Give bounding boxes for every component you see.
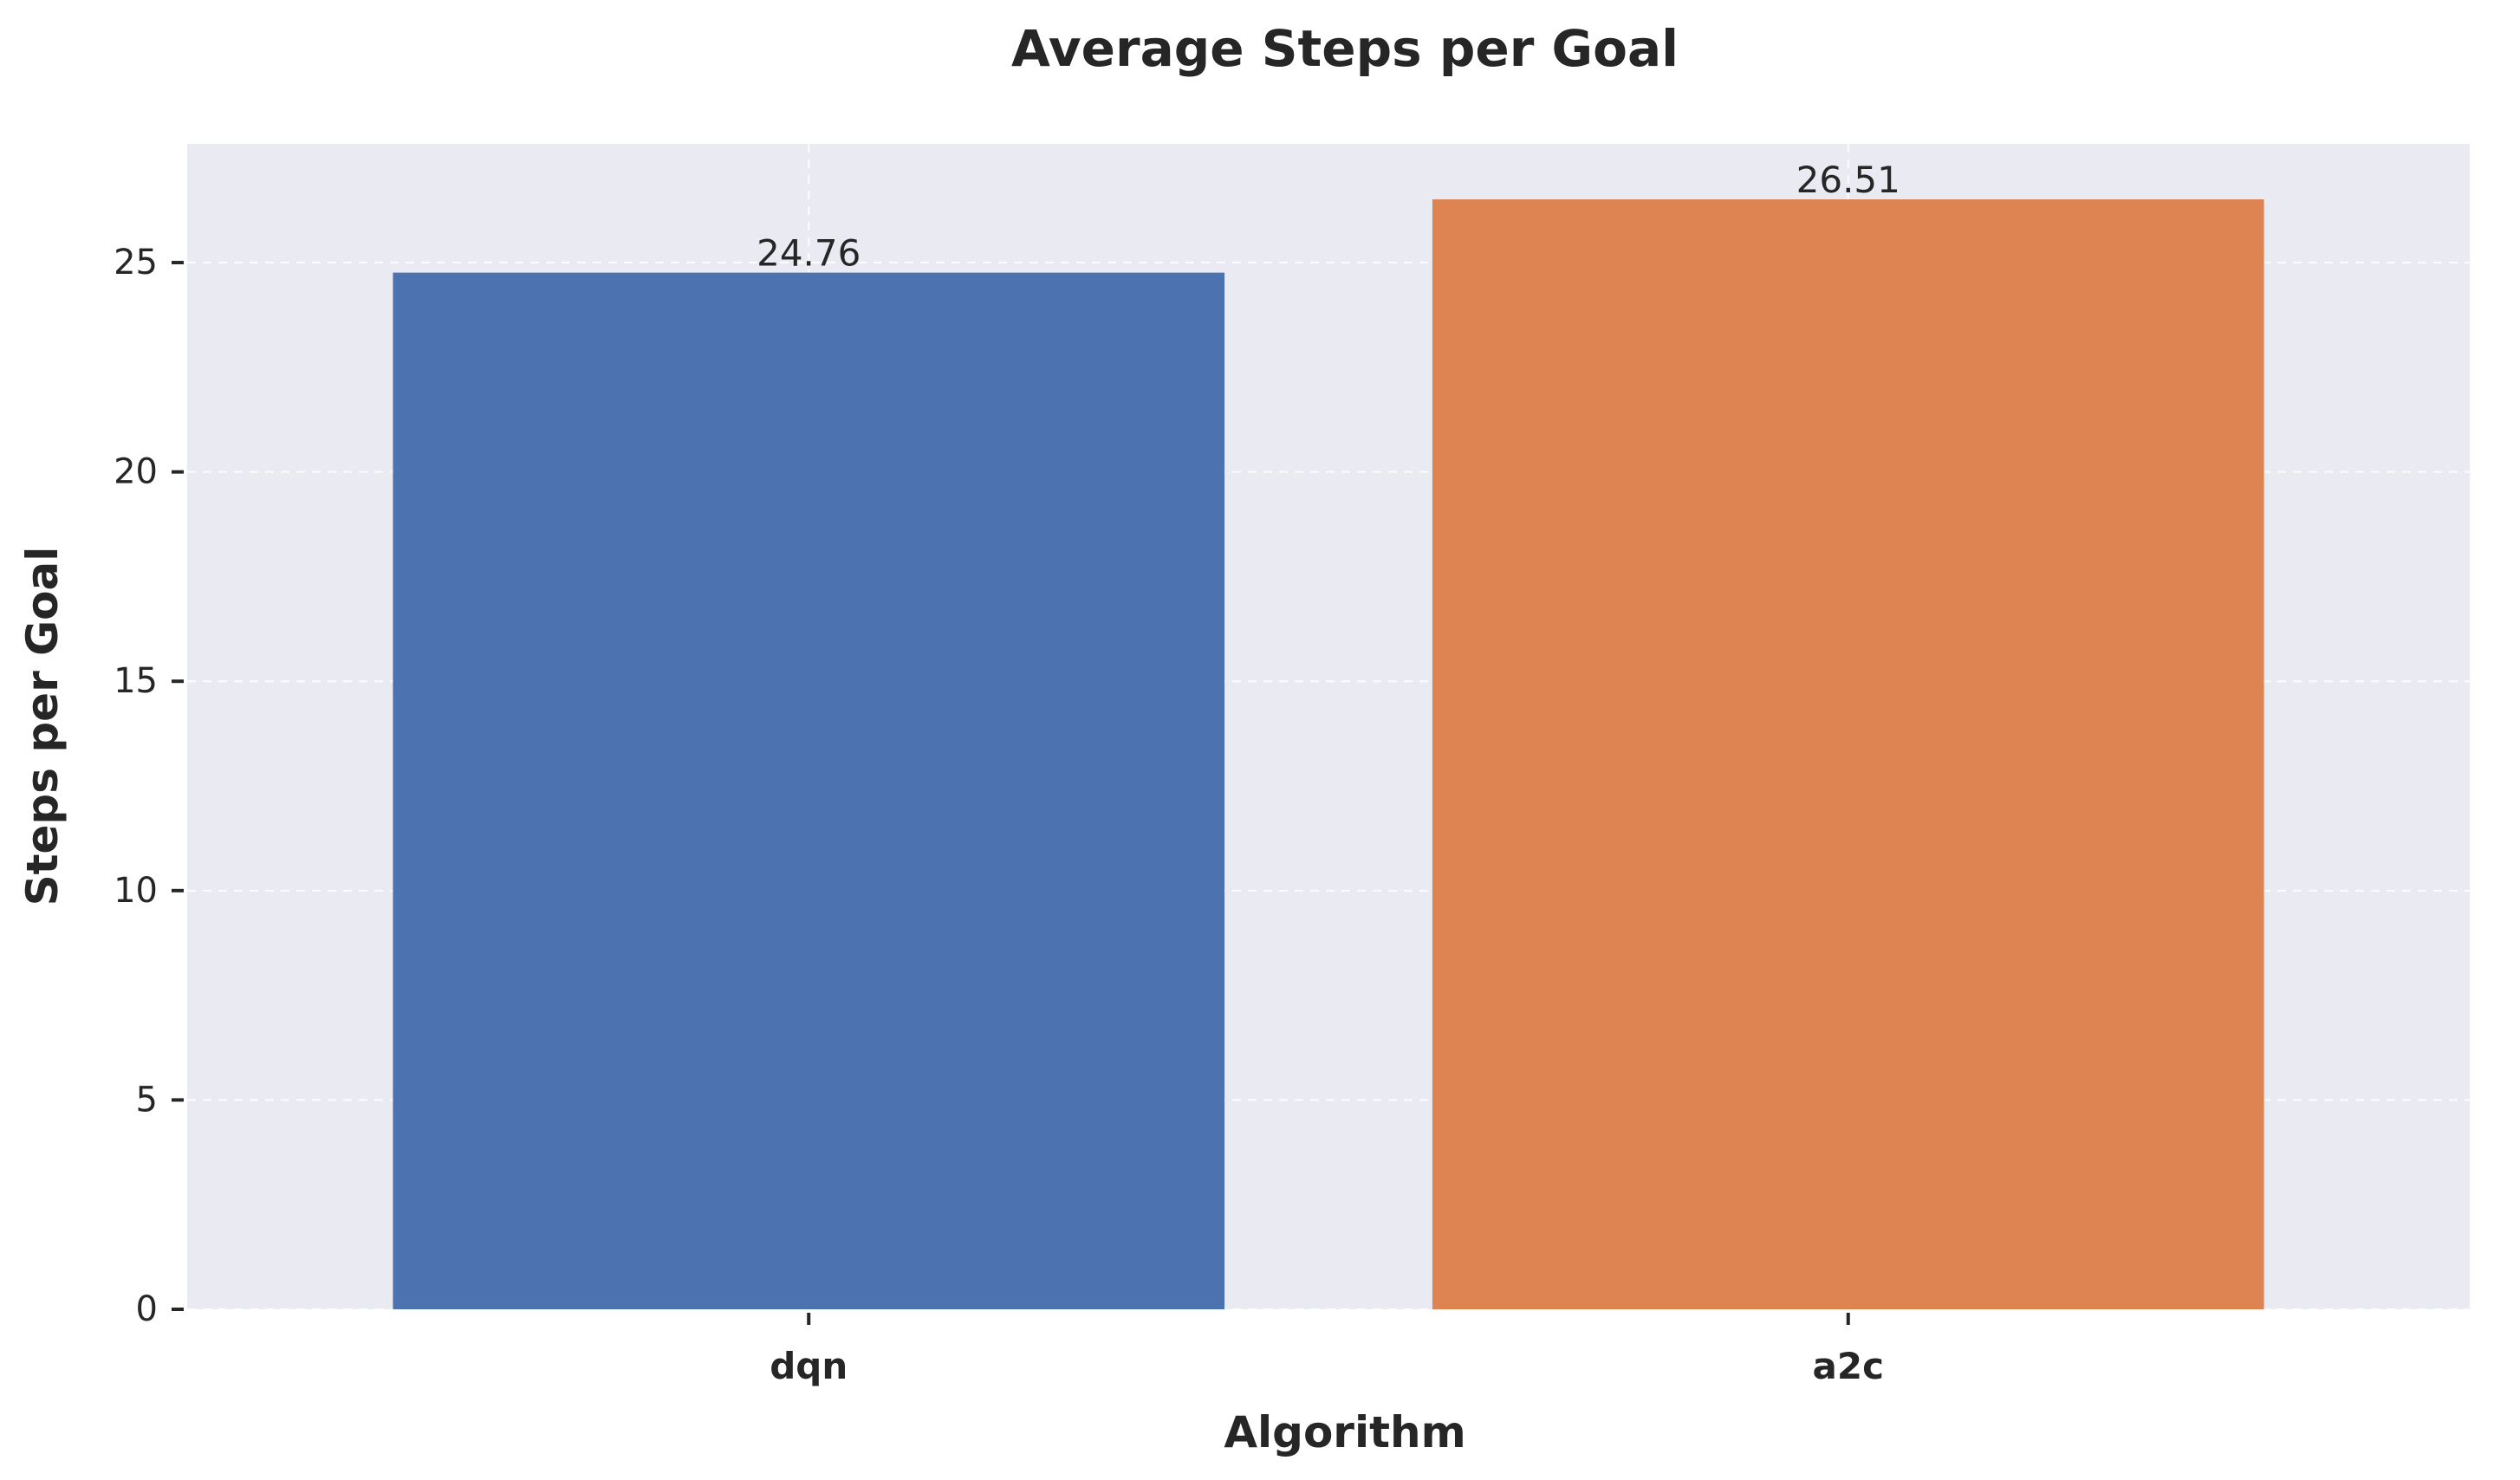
- x-tick-label-dqn: dqn: [770, 1345, 848, 1387]
- y-tick-label: 25: [114, 243, 158, 282]
- x-axis-ticks: dqn a2c: [770, 1313, 1884, 1387]
- x-tick-label-a2c: a2c: [1813, 1345, 1884, 1387]
- y-tick-label: 10: [114, 871, 158, 911]
- x-axis-label: Algorithm: [1224, 1407, 1465, 1457]
- y-tick-label: 0: [136, 1289, 158, 1329]
- data-labels: 24.76 26.51: [757, 159, 1900, 275]
- y-axis-label: Steps per Goal: [17, 547, 68, 906]
- bars: [393, 199, 2264, 1309]
- bar-a2c: [1432, 199, 2264, 1309]
- data-label-dqn: 24.76: [757, 232, 861, 275]
- y-tick-label: 20: [114, 452, 158, 492]
- y-tick-label: 5: [136, 1080, 158, 1120]
- data-label-a2c: 26.51: [1796, 159, 1900, 201]
- y-axis-ticks: 0 5 10 15 20 25: [114, 243, 184, 1329]
- bar-dqn: [393, 272, 1225, 1309]
- y-tick-label: 15: [114, 661, 158, 701]
- chart-title: Average Steps per Goal: [1011, 19, 1679, 78]
